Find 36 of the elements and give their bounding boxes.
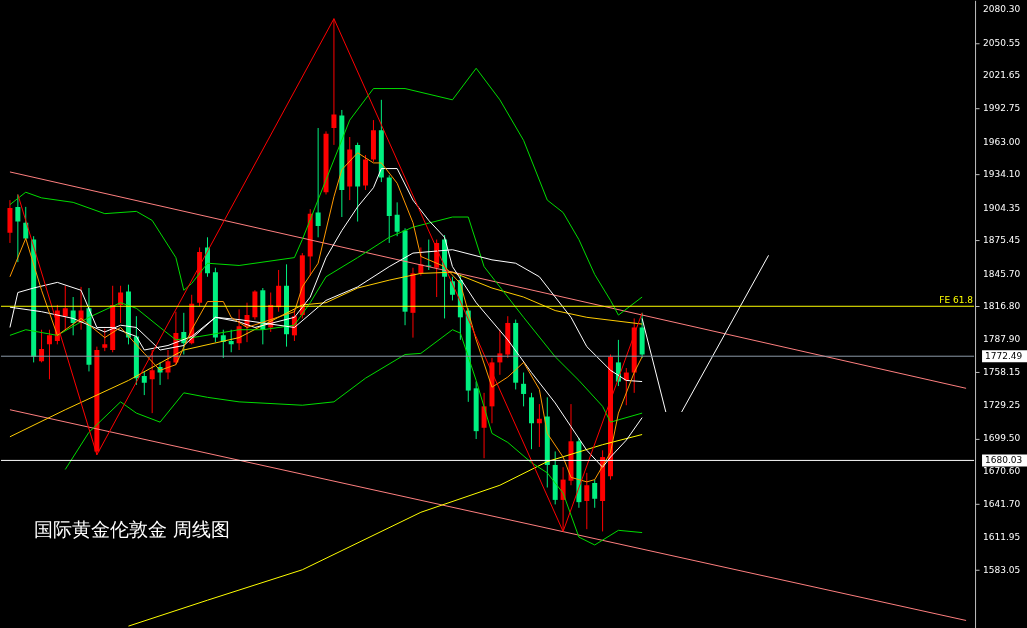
y-tick-label: 1845.70 <box>983 268 1021 279</box>
y-tick-label: 1934.10 <box>983 169 1021 180</box>
line-series <box>9 67 643 316</box>
y-tick-label: 1787.90 <box>983 333 1021 344</box>
candlestick <box>62 285 68 331</box>
ref-line-label: 1680.03 <box>985 455 1023 466</box>
candlestick <box>149 349 155 414</box>
y-tick-label: 1611.95 <box>983 532 1021 543</box>
ref-line-label: FE 61.8 <box>939 295 974 306</box>
line-series <box>9 216 643 423</box>
y-tick-label: 1670.60 <box>983 466 1021 477</box>
y-tick-label: 2080.30 <box>983 4 1021 15</box>
y-tick-label: 1904.35 <box>983 202 1021 213</box>
y-tick-label: 1729.25 <box>983 399 1021 410</box>
y-tick-label: 2050.55 <box>983 37 1021 48</box>
candlestick <box>276 269 282 313</box>
candlestick <box>15 193 21 263</box>
candlestick <box>315 127 321 238</box>
candlestick <box>592 479 598 509</box>
candlestick <box>141 370 147 396</box>
y-tick-label: 1816.80 <box>983 301 1021 312</box>
y-tick-label: 1963.00 <box>983 136 1021 147</box>
y-tick-label: 1641.70 <box>983 498 1021 509</box>
y-tick-label: 1992.75 <box>983 102 1021 113</box>
y-tick-label: 1583.05 <box>983 564 1021 575</box>
annotation: 国际黄金伦敦金 周线图 <box>33 517 230 540</box>
y-tick-label: 2021.65 <box>983 70 1021 81</box>
y-tick-label: 1758.15 <box>983 367 1021 378</box>
ref-line-label: 1772.49 <box>985 351 1023 362</box>
y-tick-label: 1699.50 <box>983 433 1021 444</box>
y-tick-label: 1875.45 <box>983 235 1021 246</box>
candlestick <box>521 372 527 407</box>
candlestick <box>394 201 400 237</box>
candlestick <box>102 328 108 352</box>
candlestick <box>46 329 52 380</box>
candlestick <box>165 349 171 380</box>
